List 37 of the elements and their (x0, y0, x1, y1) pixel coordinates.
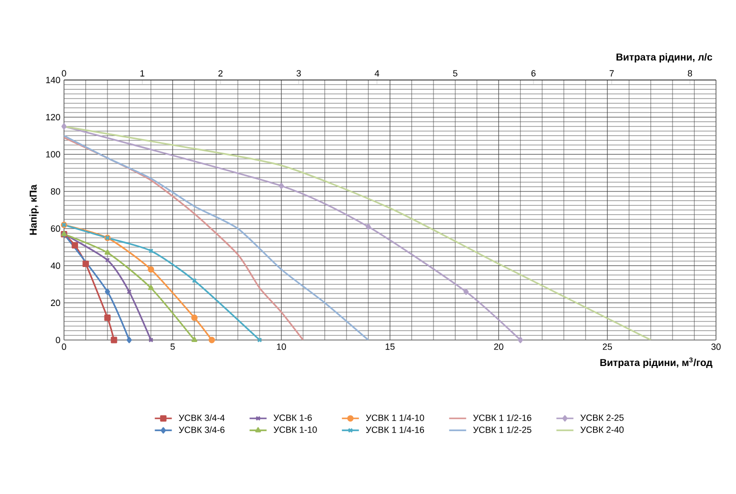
legend-label: УСВК 1 1/4-10 (366, 414, 424, 421)
y-tick-label: 40 (50, 262, 60, 269)
x2-axis-title: Витрата рідини, л/с (616, 53, 712, 63)
legend-label: УСВК 2-40 (580, 426, 624, 433)
y-tick-label: 20 (50, 300, 60, 306)
x-tick-label: 30 (711, 344, 721, 350)
x-tick-label: 20 (494, 344, 504, 350)
legend-label: УСВК 1-10 (274, 426, 317, 433)
x2-tick-label: 7 (610, 70, 614, 76)
legend-label: УСВК 3/4-6 (178, 426, 224, 433)
legend-label: УСВК 1-6 (274, 414, 312, 421)
x-axis-title: Витрата рідини, м$^{3}$/год (600, 357, 712, 368)
x-tick-label: 5 (170, 344, 175, 350)
x2-tick-label: 5 (453, 70, 458, 76)
x2-tick-label: 2 (218, 70, 223, 76)
legend-label: УСВК 1 1/2-16 (473, 414, 532, 421)
legend-label: УСВК 2-25 (580, 414, 624, 421)
y-tick-label: 80 (50, 188, 60, 195)
x2-tick-label: 8 (688, 70, 692, 76)
y-tick-label: 0 (56, 336, 60, 344)
x-tick-label: 15 (386, 344, 395, 350)
x2-tick-label: 4 (374, 70, 380, 76)
x2-tick-label: 3 (296, 70, 301, 76)
legend-label: УСВК 3/4-4 (178, 414, 225, 421)
y-tick-label: 100 (46, 151, 60, 158)
x-tick-label: 25 (602, 344, 612, 350)
x2-tick-label: 6 (531, 70, 536, 76)
y-tick-label: 120 (46, 114, 60, 120)
x2-tick-label: 1 (140, 70, 144, 76)
y-tick-label: 140 (46, 76, 60, 84)
legend-label: УСВК 1 1/2-25 (473, 426, 532, 433)
y-axis-title: Напір, кПа (29, 184, 39, 235)
x-tick-label: 10 (277, 344, 286, 350)
x-tick-label: 0 (62, 344, 66, 350)
x2-tick-label: 0 (62, 70, 66, 76)
legend-label: УСВК 1 1/4-16 (366, 426, 424, 433)
y-tick-label: 60 (50, 225, 60, 232)
